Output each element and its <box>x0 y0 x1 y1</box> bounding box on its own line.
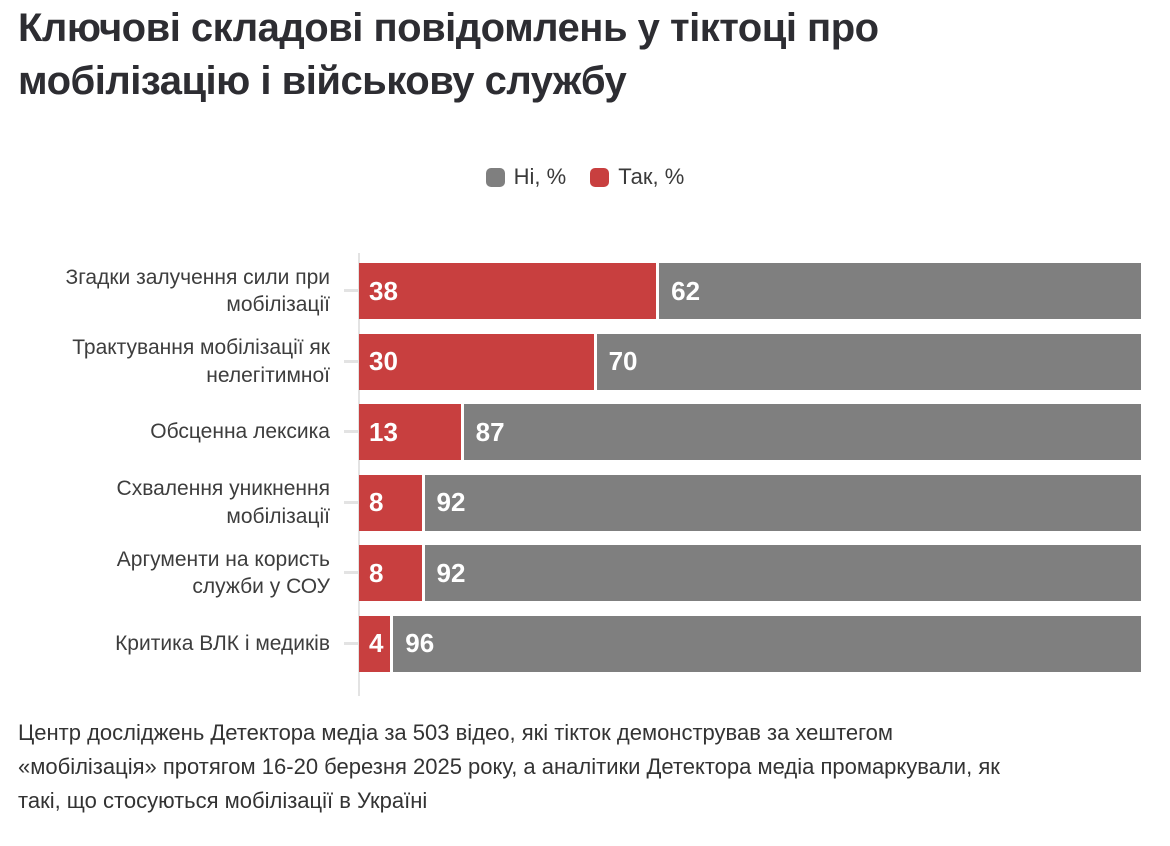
legend: Ні, % Так, % <box>0 164 1170 190</box>
axis-tick <box>344 500 359 504</box>
bar-track: 38 62 <box>344 263 1141 319</box>
bar-track: 30 70 <box>344 333 1141 390</box>
chart-row: Схвалення уникнення мобілізації 8 92 <box>0 474 1170 531</box>
legend-swatch-yes <box>590 167 610 187</box>
legend-item-yes: Так, % <box>590 164 684 190</box>
axis-tick <box>344 641 359 645</box>
value-label-no: 92 <box>436 487 466 517</box>
value-label-yes: 13 <box>369 416 398 447</box>
value-label-yes: 8 <box>369 487 384 517</box>
legend-label-yes: Так, % <box>618 164 685 189</box>
axis-tick <box>344 289 359 292</box>
value-label-no: 70 <box>608 346 638 376</box>
axis-tick <box>344 359 359 363</box>
bar-segment-yes: 4 <box>359 615 391 672</box>
bar-segment-no: 96 <box>393 615 1141 672</box>
bar-track: 8 92 <box>344 474 1141 531</box>
chart-row: Трактування мобілізації як нелегітимної 30… <box>0 333 1170 390</box>
axis-tick <box>344 571 359 574</box>
bar-segment-no: 92 <box>424 474 1141 531</box>
category-label: Схвалення уникнення мобілізації <box>116 477 330 528</box>
value-label-no: 92 <box>436 557 466 588</box>
category-label: Згадки залучення сили при мобілізації <box>65 265 330 316</box>
bar-track: 4 96 <box>344 615 1141 672</box>
chart-row: Критика ВЛК і медиків 4 96 <box>0 615 1170 672</box>
bar-segment-no: 87 <box>463 404 1141 460</box>
bar-track: 8 92 <box>344 545 1141 601</box>
value-label-no: 87 <box>475 416 505 447</box>
value-label-no: 96 <box>405 628 435 658</box>
legend-swatch-no <box>485 167 505 187</box>
chart-row: Згадки залучення сили при мобілізації 38 62 <box>0 263 1170 319</box>
value-label-yes: 8 <box>369 557 384 588</box>
bar-segment-yes: 38 <box>359 263 657 319</box>
category-label: Обсценна лексика <box>150 420 330 444</box>
bar-segment-yes: 8 <box>359 545 422 601</box>
value-label-yes: 38 <box>369 275 398 306</box>
bar-segment-no: 92 <box>424 545 1141 601</box>
category-label: Аргументи на користь служби у СОУ <box>116 547 330 598</box>
chart-row: Аргументи на користь служби у СОУ 8 92 <box>0 545 1170 601</box>
value-label-no: 62 <box>671 275 701 306</box>
axis-tick <box>344 430 359 433</box>
bar-segment-no: 70 <box>596 333 1141 390</box>
category-label: Критика ВЛК і медиків <box>115 631 330 655</box>
legend-label-no: Ні, % <box>513 164 567 189</box>
bar-segment-yes: 8 <box>359 474 422 531</box>
source-note-line: «мобілізація» протягом 16-20 березня 202… <box>18 754 1000 779</box>
bar-segment-yes: 30 <box>359 333 594 390</box>
value-label-yes: 30 <box>369 346 398 376</box>
chart-row: Обсценна лексика 13 87 <box>0 404 1170 460</box>
legend-item-no: Ні, % <box>485 164 567 190</box>
bar-chart: Згадки залучення сили при мобілізації 38 62… <box>0 253 1170 696</box>
bar-track: 13 87 <box>344 404 1141 460</box>
chart-rows: Згадки залучення сили при мобілізації 38 62… <box>0 263 1170 672</box>
source-note-line: такі, що стосуються мобілізації в Україн… <box>18 788 428 813</box>
source-note-line: Центр досліджень Детектора медіа за 503 … <box>18 720 894 745</box>
chart-title: Ключові складові повідомлень у тіктоці п… <box>18 6 879 103</box>
source-note: Центр досліджень Детектора медіа за 503 … <box>18 716 1138 818</box>
bar-segment-no: 62 <box>659 263 1141 319</box>
category-label: Трактування мобілізації як нелегітимної <box>72 336 330 387</box>
bar-segment-yes: 13 <box>359 404 461 460</box>
value-label-yes: 4 <box>369 628 384 658</box>
